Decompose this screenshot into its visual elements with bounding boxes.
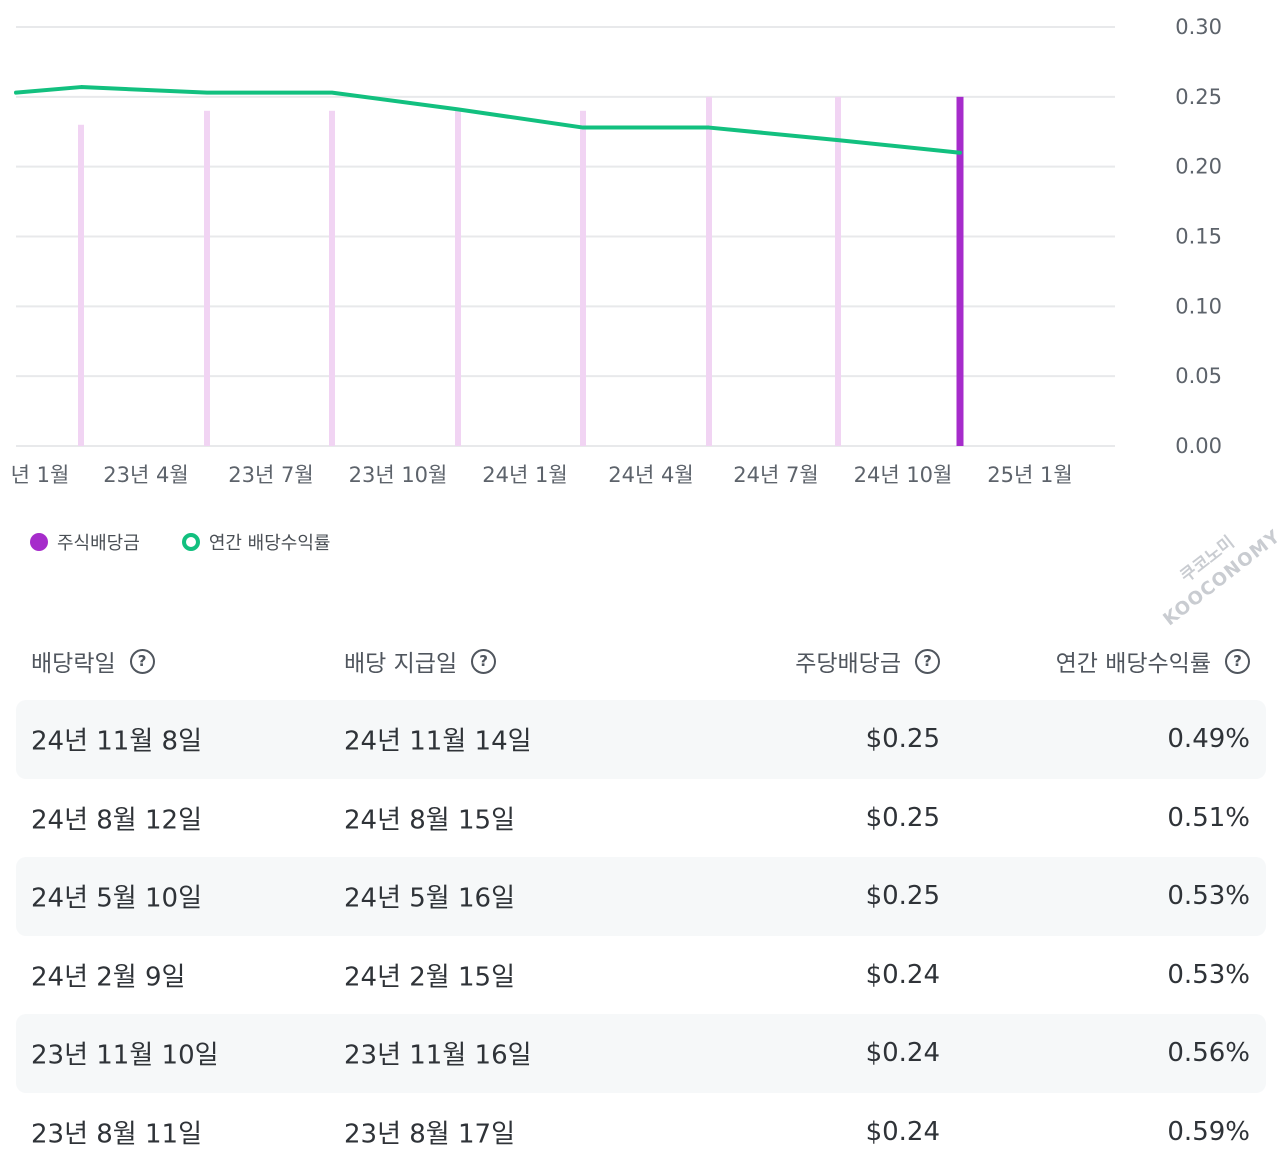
dividend-bar [706,96,712,446]
x-tick-label: 24년 10월 [854,463,953,487]
y-tick-label: 0.10 [1175,294,1222,318]
payment-date: 24년 11월 14일 [344,726,532,757]
header-annual-yield: 연간 배당수익률 ? [1056,644,1250,678]
legend-item-yield[interactable]: 연간 배당수익률 [181,529,331,555]
legend-ring-icon [181,533,200,551]
header-label: 주당배당금 [795,651,901,677]
table-row[interactable]: 24년 2월 9일 24년 2월 15일 $0.24 0.53% [16,936,1266,1015]
header-label: 연간 배당수익률 [1055,651,1211,677]
table-header: 배당락일 ? 배당 지급일 ? 주당배당금 ? 연간 배당수익률 ? [16,622,1266,700]
ex-dividend-date: 24년 8월 12일 [31,805,202,836]
dividend-chart-svg: 0.30 0.25 0.20 0.15 0.10 0.05 0.00 년 1월 23년 4월 23… [11,15,1222,487]
header-ex-dividend-date: 배당락일 ? [31,644,155,678]
x-tick-label: 24년 1월 [482,463,567,487]
ex-dividend-date: 23년 11월 10일 [31,1040,219,1071]
help-icon[interactable]: ? [915,648,940,674]
dividend-amount: $0.24 [865,1116,940,1147]
payment-date: 24년 8월 15일 [344,805,515,836]
legend-label: 연간 배당수익률 [208,533,331,554]
help-icon[interactable]: ? [471,648,497,674]
payment-date: 24년 5월 16일 [344,883,515,914]
x-tick-label: 24년 4월 [608,463,693,487]
yield-line [14,85,962,155]
dividend-bar [580,110,586,447]
x-tick-label: 23년 10월 [349,463,448,487]
x-tick-label: 23년 7월 [228,463,313,487]
table-row[interactable]: 24년 5월 10일 24년 5월 16일 $0.25 0.53% [16,857,1266,936]
x-tick-label: 년 1월 [11,463,70,487]
y-tick-label: 0.30 [1175,15,1222,39]
dividend-amount: $0.24 [865,1038,940,1069]
watermark-logo: 쿠코노미 KOOCONOMY [1141,504,1280,634]
ex-dividend-date: 24년 2월 9일 [31,962,186,993]
payment-date: 24년 2월 15일 [344,962,515,993]
y-tick-label: 0.15 [1175,225,1222,249]
legend-item-dividend[interactable]: 주식배당금 [30,529,140,555]
ex-dividend-date: 24년 5월 10일 [31,883,202,914]
dividend-bar [835,96,841,446]
table-row[interactable]: 23년 8월 11일 23년 8월 17일 $0.24 0.59% [16,1093,1266,1172]
dividend-amount: $0.25 [865,881,940,912]
annual-yield: 0.53% [1167,959,1250,990]
dividend-bar [78,124,84,447]
dividend-chart: 0.30 0.25 0.20 0.15 0.10 0.05 0.00 년 1월 23년 4월 23… [0,0,1280,500]
dividend-table: 배당락일 ? 배당 지급일 ? 주당배당금 ? 연간 배당수익률 ? 24년 1… [16,622,1266,1171]
y-tick-label: 0.20 [1175,155,1222,179]
dividend-bar [455,110,461,447]
header-label: 배당 지급일 [344,651,458,677]
x-tick-label: 24년 7월 [733,463,818,487]
annual-yield: 0.53% [1167,881,1250,912]
annual-yield: 0.56% [1167,1038,1250,1069]
y-tick-label: 0.00 [1175,434,1222,458]
header-payment-date: 배당 지급일 ? [344,644,497,678]
y-tick-label: 0.05 [1175,364,1222,388]
ex-dividend-date: 24년 11월 8일 [31,726,202,757]
header-label: 배당락일 [31,651,116,677]
table-row[interactable]: 24년 8월 12일 24년 8월 15일 $0.25 0.51% [16,779,1266,858]
legend-dot-filled-icon [30,533,48,551]
legend-label: 주식배당금 [57,533,140,554]
x-tick-label: 23년 4월 [103,463,188,487]
annual-yield: 0.51% [1167,802,1250,833]
x-tick-label: 25년 1월 [987,463,1072,487]
table-row[interactable]: 23년 11월 10일 23년 11월 16일 $0.24 0.56% [16,1014,1266,1093]
help-icon[interactable]: ? [129,648,155,674]
dividend-amount: $0.25 [865,724,940,755]
chart-legend: 주식배당금 연간 배당수익률 [30,530,372,554]
dividend-amount: $0.24 [865,959,940,990]
ex-dividend-date: 23년 8월 11일 [31,1119,202,1150]
y-tick-label: 0.25 [1175,85,1222,109]
dividend-bar [204,110,210,447]
dividend-bar [956,96,964,446]
dividend-bar [329,110,335,447]
payment-date: 23년 8월 17일 [344,1119,515,1150]
payment-date: 23년 11월 16일 [344,1040,532,1071]
annual-yield: 0.59% [1167,1116,1250,1147]
table-row[interactable]: 24년 11월 8일 24년 11월 14일 $0.25 0.49% [16,700,1266,779]
dividend-amount: $0.25 [865,802,940,833]
header-dividend-per-share: 주당배당금 ? [795,644,940,678]
annual-yield: 0.49% [1167,724,1250,755]
help-icon[interactable]: ? [1225,648,1250,674]
